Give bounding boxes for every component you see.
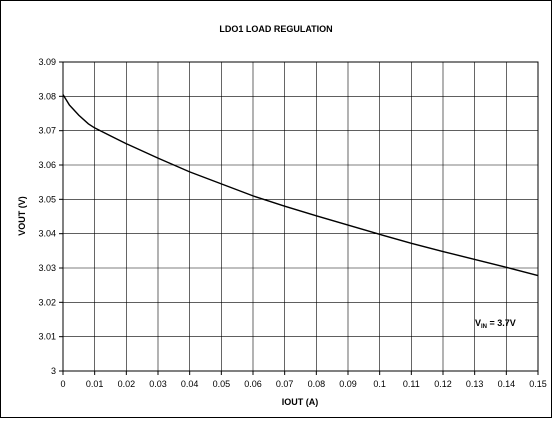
y-tick-label: 3.02 (38, 297, 56, 307)
y-tick-label: 3.04 (38, 229, 56, 239)
x-tick-label: 0.06 (244, 379, 262, 389)
x-tick-label: 0.12 (434, 379, 452, 389)
y-tick-label: 3.07 (38, 126, 56, 136)
y-tick-label: 3.03 (38, 263, 56, 273)
x-tick-labels: 0 0.01 0.02 0.03 0.04 0.05 0.06 0.07 0.08 0.09 0.1… (60, 379, 546, 389)
x-tick-label: 0.07 (276, 379, 294, 389)
x-tick-label: 0.1 (373, 379, 386, 389)
x-tick-label: 0.15 (529, 379, 547, 389)
vin-annotation-subscript: IN (481, 324, 487, 330)
y-tick-label: 3.09 (38, 57, 56, 67)
x-axis-title: IOUT (A) (282, 397, 319, 407)
y-tick-label: 3.08 (38, 91, 56, 101)
plot-area-border (62, 61, 539, 372)
x-tick-label: 0.09 (339, 379, 357, 389)
x-tick-label: 0.14 (498, 379, 516, 389)
x-tick-label: 0.08 (308, 379, 326, 389)
chart-title: LDO1 LOAD REGULATION (219, 24, 332, 34)
y-axis-title: VOUT (V) (17, 196, 27, 236)
y-tick-labels: 3 3.01 3.02 3.03 3.04 3.05 3.06 3.07 3.08 3.09 (38, 57, 56, 376)
y-tick-label: 3.01 (38, 332, 56, 342)
y-tick-label: 3.06 (38, 160, 56, 170)
x-tick-label: 0.13 (466, 379, 484, 389)
x-tick-label: 0.01 (86, 379, 104, 389)
vin-annotation-value: = 3.7V (487, 318, 516, 328)
axis-ticks (59, 61, 539, 375)
x-tick-label: 0.02 (118, 379, 136, 389)
y-tick-label: 3.05 (38, 194, 56, 204)
vin-annotation: VIN = 3.7V (475, 318, 516, 330)
series-line-vout (62, 94, 539, 277)
y-tick-label: 3 (51, 366, 56, 376)
x-tick-label: 0.05 (213, 379, 231, 389)
x-tick-label: 0.11 (403, 379, 420, 389)
x-tick-label: 0.03 (149, 379, 167, 389)
x-tick-label: 0.04 (181, 379, 199, 389)
grid-lines (63, 62, 538, 371)
vin-annotation-main: V (475, 318, 481, 328)
x-tick-label: 0 (60, 379, 65, 389)
